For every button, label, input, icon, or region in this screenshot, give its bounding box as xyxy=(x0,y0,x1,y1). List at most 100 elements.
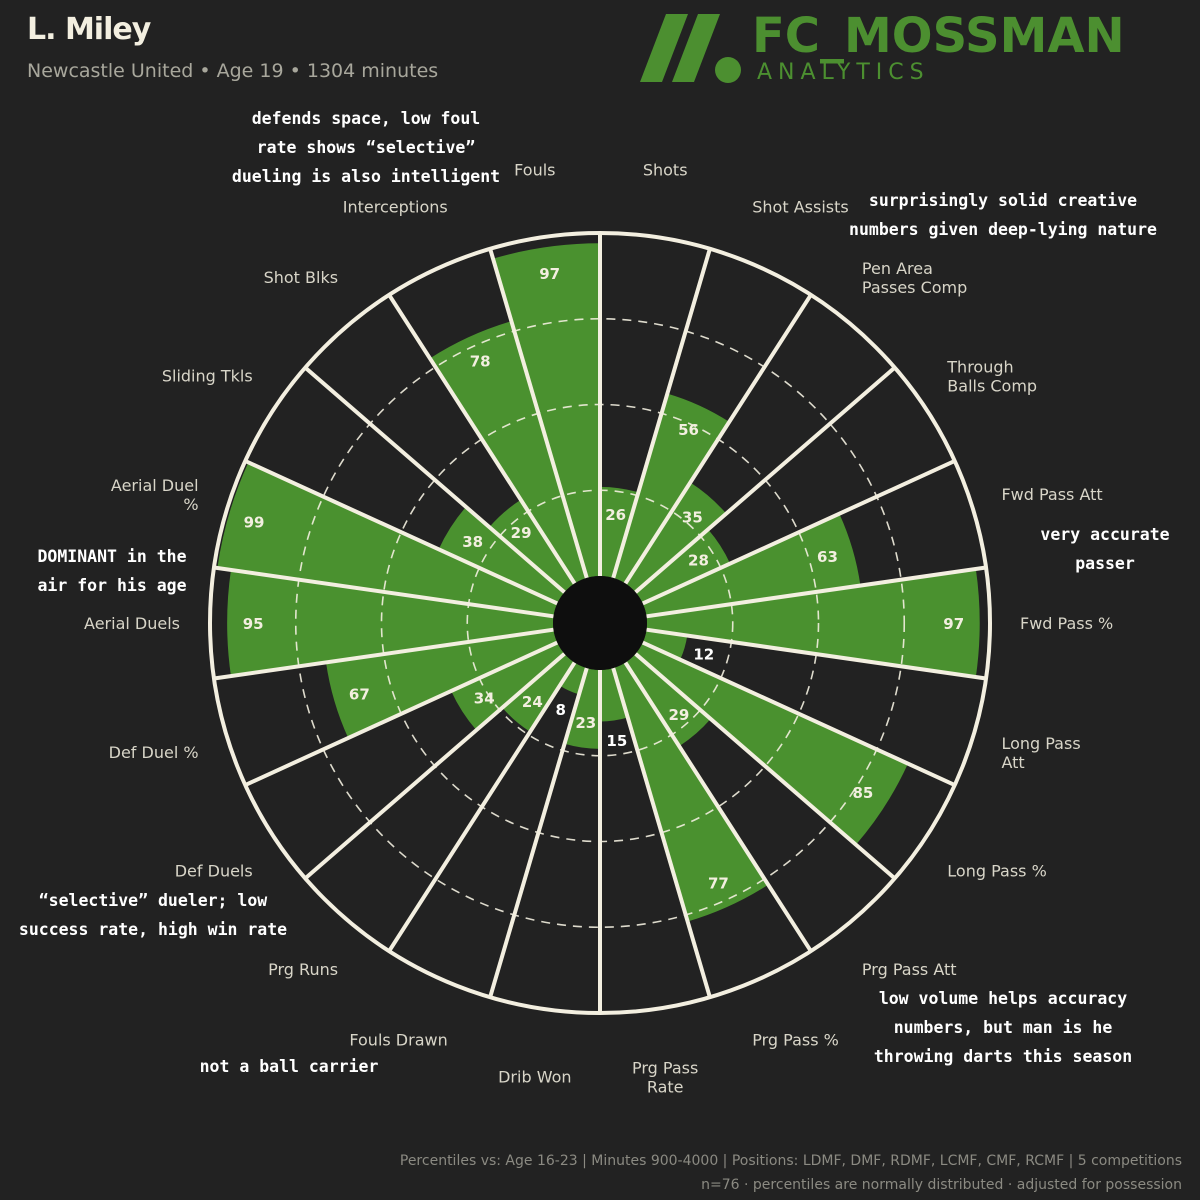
value-label-layer: 26 56 35 28 63 97 12 85 29 77 15 23 8 24 34 67 95 99 38 29 7… xyxy=(243,265,964,892)
outer-ring xyxy=(208,231,992,1015)
bar-fwd-pass xyxy=(646,568,980,678)
value-label-shot-blks: 29 xyxy=(511,524,532,542)
grid-layer xyxy=(208,231,992,1015)
category-label-long-pass-att: Long Pass Att xyxy=(1001,734,1080,772)
bar-shot-blks xyxy=(489,499,575,593)
category-label-prg-pass: Prg Pass % xyxy=(752,1031,839,1050)
bar-drib-won xyxy=(564,668,600,749)
bar-prg-pass-rate xyxy=(600,668,628,722)
bar-interceptions xyxy=(429,321,587,584)
brand-name: FC_MOSSMAN xyxy=(752,8,1125,64)
value-label-drib-won: 23 xyxy=(575,714,596,732)
category-label-fouls: Fouls xyxy=(514,161,555,180)
value-label-def-duels: 34 xyxy=(474,689,495,707)
category-label-interceptions: Interceptions xyxy=(343,197,448,216)
category-label-long-pass: Long Pass % xyxy=(947,862,1047,881)
brand-subtitle: ANALYTICS xyxy=(757,60,930,85)
value-label-sliding-tkls: 38 xyxy=(462,533,483,551)
spoke-8 xyxy=(634,652,897,880)
annotation-carrier: not a ball carrier xyxy=(199,1057,379,1076)
spoke-12 xyxy=(488,667,589,998)
bar-fouls xyxy=(493,243,600,578)
spoke-19 xyxy=(303,366,566,594)
bar-prg-pass xyxy=(613,662,769,922)
spoke-5 xyxy=(646,565,987,619)
value-label-prg-pass: 77 xyxy=(708,874,729,892)
bar-fwd-pass-att xyxy=(642,513,861,617)
spoke-21 xyxy=(488,248,589,579)
value-label-prg-pass-att: 29 xyxy=(668,706,689,724)
category-label-layer: Shots Shot Assists Pen Area Passes Comp Thro… xyxy=(84,161,1113,1097)
annotation-dueler: “selective” dueler; low success rate, hi… xyxy=(18,891,288,939)
value-label-aerial-duels: 95 xyxy=(243,615,264,633)
spoke-3 xyxy=(634,366,897,594)
value-label-long-pass-att: 12 xyxy=(693,645,714,663)
bar-def-duels xyxy=(451,642,565,731)
bar-sliding-tkls xyxy=(438,506,565,604)
category-label-shot-assists: Shot Assists xyxy=(752,197,848,216)
category-label-shots: Shots xyxy=(643,161,688,180)
spoke-16 xyxy=(213,627,554,681)
value-label-fouls-drawn: 8 xyxy=(556,701,566,719)
spoke-7 xyxy=(641,640,956,787)
grid-ring-75 xyxy=(294,317,906,929)
spoke-2 xyxy=(623,293,813,585)
value-label-prg-runs: 24 xyxy=(522,693,543,711)
category-label-aerial-duel: Aerial Duel% xyxy=(111,476,199,514)
value-label-pen-area-passes-comp: 35 xyxy=(682,508,703,526)
category-label-prg-runs: Prg Runs xyxy=(268,960,338,979)
spoke-17 xyxy=(213,565,554,619)
value-label-interceptions: 78 xyxy=(470,353,491,371)
annotation-aerial: DOMINANT in the air for his age xyxy=(37,547,187,595)
value-label-shot-assists: 56 xyxy=(678,421,699,439)
category-label-fwd-pass-att: Fwd Pass Att xyxy=(1001,485,1102,504)
spoke-15 xyxy=(244,640,559,787)
category-label-drib-won: Drib Won xyxy=(498,1067,571,1086)
spoke-4 xyxy=(641,459,956,606)
bar-def-duel xyxy=(326,629,558,738)
value-label-def-duel: 67 xyxy=(349,686,370,704)
category-label-through-balls-comp: Through Balls Comp xyxy=(946,357,1037,395)
value-label-prg-pass-rate: 15 xyxy=(606,732,627,750)
value-label-aerial-duel: 99 xyxy=(244,513,265,531)
value-label-long-pass: 85 xyxy=(852,784,873,802)
value-label-through-balls-comp: 28 xyxy=(688,552,709,570)
footer-line-2: n=76 · percentiles are normally distribu… xyxy=(701,1177,1182,1193)
bar-through-balls-comp xyxy=(635,529,731,604)
spoke-9 xyxy=(623,661,813,953)
bar-shots xyxy=(600,486,639,578)
annotation-passer: very accurate passer xyxy=(1040,525,1170,573)
player-subtitle: Newcastle United • Age 19 • 1304 minutes xyxy=(27,60,439,82)
category-label-prg-pass-rate: Prg Pass Rate xyxy=(632,1058,698,1096)
category-label-def-duels: Def Duels xyxy=(175,862,253,881)
category-label-fwd-pass: Fwd Pass % xyxy=(1020,614,1113,633)
spoke-20 xyxy=(387,293,577,585)
bar-shot-assists xyxy=(613,393,730,584)
footer-line-1: Percentiles vs: Age 16-23 | Minutes 900-… xyxy=(399,1153,1182,1169)
bar-layer xyxy=(217,243,980,922)
annotation-creative: surprisingly solid creative numbers give… xyxy=(849,191,1157,239)
bar-long-pass-att xyxy=(642,629,688,660)
category-label-shot-blks: Shot Blks xyxy=(264,268,338,287)
value-label-fouls: 97 xyxy=(539,265,560,283)
category-label-sliding-tkls: Sliding Tkls xyxy=(162,366,253,385)
bar-aerial-duel xyxy=(217,462,558,617)
category-label-def-duel: Def Duel % xyxy=(109,743,199,762)
value-label-fwd-pass-att: 63 xyxy=(817,548,838,566)
bar-aerial-duels xyxy=(227,569,554,677)
player-name: L. Miley xyxy=(27,12,151,47)
bar-pen-area-passes-comp xyxy=(625,482,727,593)
center-hub xyxy=(553,576,647,670)
value-label-fwd-pass: 97 xyxy=(943,615,964,633)
bar-prg-pass-att xyxy=(625,653,711,747)
spoke-1 xyxy=(611,248,712,579)
category-label-pen-area-passes-comp: Pen Area Passes Comp xyxy=(862,259,967,297)
stripes-and-dot-logo xyxy=(640,14,741,83)
spoke-13 xyxy=(387,661,577,953)
bar-prg-runs xyxy=(502,653,575,732)
spoke-10 xyxy=(611,667,712,998)
bar-long-pass xyxy=(635,642,908,845)
category-label-aerial-duels: Aerial Duels xyxy=(84,614,180,633)
spoke-6 xyxy=(646,627,987,681)
